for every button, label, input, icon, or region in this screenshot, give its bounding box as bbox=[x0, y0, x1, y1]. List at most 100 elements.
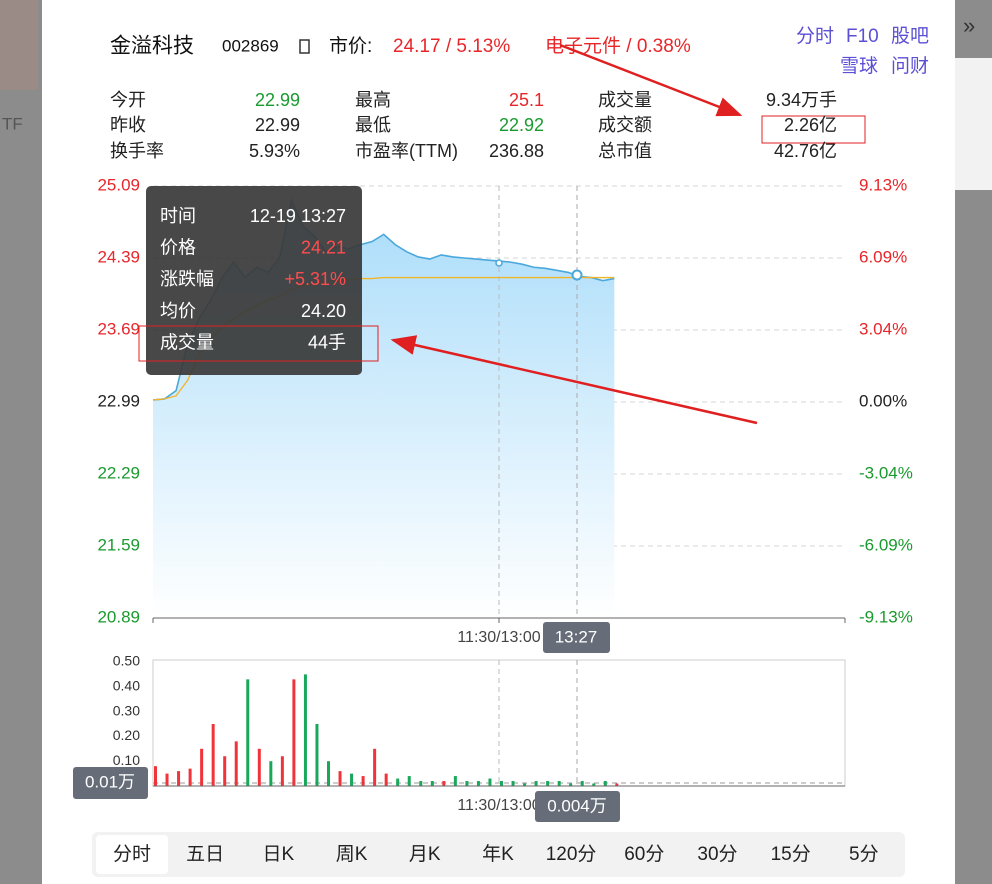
y-tick-label: 0.30 bbox=[113, 702, 140, 718]
volume-bar bbox=[211, 724, 215, 786]
volume-bar bbox=[200, 748, 204, 786]
tab[interactable]: 五日 bbox=[186, 844, 224, 865]
volume-bar bbox=[165, 773, 169, 786]
stat-label: 成交额 bbox=[598, 115, 652, 135]
highlight-box bbox=[138, 325, 379, 362]
y-tick-label: 0.10 bbox=[113, 752, 140, 768]
link[interactable]: 问财 bbox=[891, 55, 929, 77]
tooltip-value: 44手 bbox=[308, 333, 346, 353]
stat-value: 236.88 bbox=[489, 141, 544, 161]
tab[interactable]: 60分 bbox=[624, 843, 664, 865]
link[interactable]: F10 bbox=[846, 26, 879, 47]
tooltip-label: 价格 bbox=[160, 237, 196, 257]
tab[interactable]: 分时 bbox=[113, 843, 151, 865]
sector: 电子元件 / 0.38% bbox=[545, 35, 691, 57]
y2-tick-label: -6.09% bbox=[859, 536, 913, 555]
volume-bar bbox=[580, 781, 584, 786]
y-tick-label: 0.50 bbox=[113, 653, 140, 669]
volume-bar bbox=[269, 761, 273, 786]
volume-bar bbox=[476, 781, 480, 786]
volume-bar bbox=[292, 679, 296, 786]
tooltip-label: 涨跌幅 bbox=[160, 269, 214, 289]
side-text: TF bbox=[2, 114, 23, 133]
volume-bar bbox=[223, 756, 227, 786]
cursor-value-label: 0.01万 bbox=[85, 772, 135, 791]
volume-bar bbox=[384, 773, 388, 786]
tab[interactable]: 15分 bbox=[771, 843, 811, 865]
stat-label: 昨收 bbox=[110, 115, 146, 135]
volume-bar bbox=[188, 768, 192, 786]
y2-tick-label: 9.13% bbox=[859, 175, 907, 194]
backdrop-left bbox=[0, 0, 42, 884]
tooltip-value: 24.20 bbox=[301, 301, 346, 321]
tooltip-value: +5.31% bbox=[284, 269, 346, 289]
arrow bbox=[390, 335, 758, 425]
volume-bar bbox=[569, 783, 573, 786]
backdrop-block bbox=[0, 0, 38, 90]
link[interactable]: 分时 bbox=[796, 25, 834, 47]
stat-value: 2.26亿 bbox=[784, 115, 837, 135]
volume-bar bbox=[154, 766, 157, 786]
tab[interactable]: 年K bbox=[482, 843, 514, 865]
tab[interactable]: 月K bbox=[409, 844, 441, 865]
y2-tick-label: 3.04% bbox=[859, 320, 907, 339]
tab[interactable]: 日K bbox=[263, 844, 295, 865]
stat-label: 市盈率(TTM) bbox=[355, 141, 458, 161]
stat-value: 25.1 bbox=[509, 90, 544, 110]
tooltip-value: 24.21 bbox=[301, 237, 346, 257]
volume-bar bbox=[430, 781, 434, 786]
volume-bar bbox=[373, 748, 377, 786]
stat-label: 成交量 bbox=[598, 90, 652, 110]
tab[interactable]: 30分 bbox=[697, 843, 737, 865]
y2-tick-label: -9.13% bbox=[859, 607, 913, 626]
tab[interactable]: 周K bbox=[336, 844, 368, 865]
stat-value: 22.92 bbox=[499, 115, 544, 135]
stock-name: 金溢科技 bbox=[110, 35, 194, 58]
y2-tick-label: -3.04% bbox=[859, 463, 913, 482]
volume-bar bbox=[603, 781, 607, 786]
stat-value: 9.34万手 bbox=[766, 90, 837, 110]
volume-bar bbox=[177, 771, 181, 786]
y-tick-label: 0.20 bbox=[113, 727, 140, 743]
copy-icon[interactable] bbox=[299, 39, 310, 54]
tab-active bbox=[96, 835, 168, 874]
volume-bar bbox=[407, 776, 411, 786]
link[interactable]: 雪球 bbox=[840, 55, 878, 77]
y-tick-label: 0.40 bbox=[113, 678, 140, 694]
stat-label: 最低 bbox=[355, 115, 391, 135]
volume-bar bbox=[534, 781, 538, 786]
stat-label: 总市值 bbox=[598, 141, 652, 161]
stat-value: 22.99 bbox=[255, 115, 300, 135]
arrow bbox=[559, 43, 743, 117]
annotations bbox=[138, 43, 866, 425]
tab-bar bbox=[92, 832, 905, 877]
volume-bar bbox=[546, 781, 550, 786]
tab[interactable]: 5分 bbox=[849, 843, 879, 865]
stat-label: 换手率 bbox=[110, 141, 164, 161]
y-tick-label: 24.39 bbox=[97, 247, 140, 266]
volume-bar bbox=[419, 781, 423, 786]
tooltip-label: 均价 bbox=[160, 301, 196, 321]
link[interactable]: 股吧 bbox=[891, 26, 929, 47]
cursor-box bbox=[543, 622, 610, 653]
price-label: 市价: bbox=[329, 35, 372, 57]
stat-label: 今开 bbox=[110, 90, 146, 110]
volume-bar bbox=[488, 778, 492, 786]
y-tick-label: 25.09 bbox=[97, 175, 140, 194]
volume-bar bbox=[246, 679, 250, 786]
side-arrow[interactable]: » bbox=[963, 13, 975, 38]
cursor-box bbox=[535, 791, 620, 822]
point-marker bbox=[495, 259, 503, 267]
y-tick-label: 22.29 bbox=[97, 463, 140, 482]
cursor-time-label: 0.004万 bbox=[547, 796, 607, 815]
volume-bar bbox=[338, 771, 342, 786]
side-panel bbox=[955, 58, 992, 190]
volume-bar bbox=[592, 783, 596, 786]
volume-bar bbox=[280, 756, 284, 786]
tab[interactable]: 120分 bbox=[546, 843, 597, 865]
y2-tick-label: 0.00% bbox=[859, 391, 907, 410]
cursor-label: 13:27 bbox=[555, 627, 598, 646]
y2-tick-label: 6.09% bbox=[859, 247, 907, 266]
